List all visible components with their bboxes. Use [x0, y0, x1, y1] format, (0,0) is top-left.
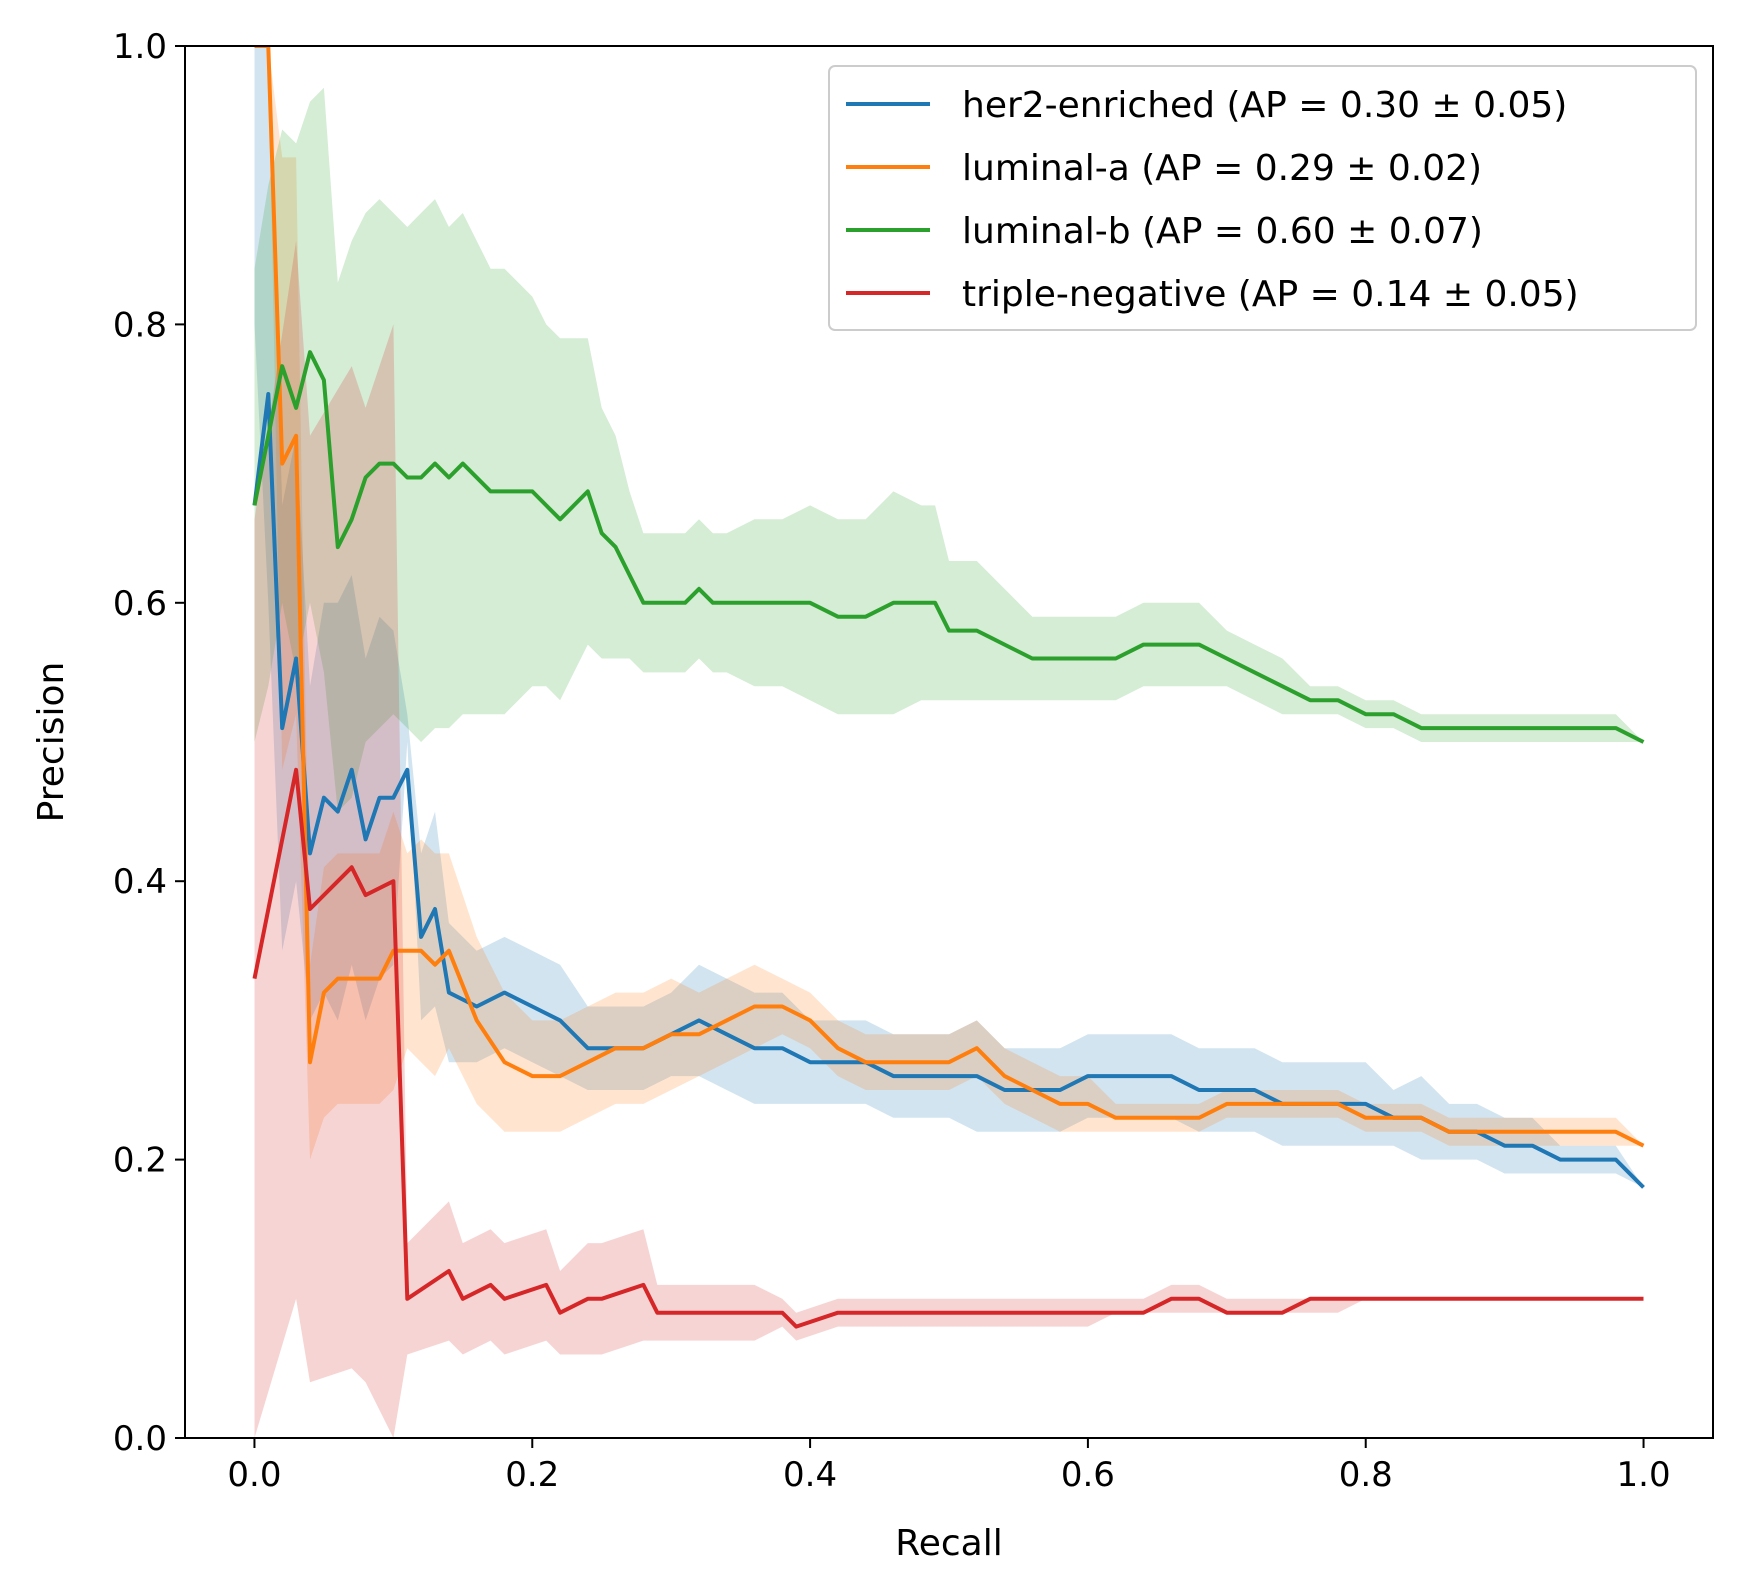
legend-entry: luminal-a (AP = 0.29 ± 0.02)	[962, 148, 1482, 189]
x-tick-label: 0.4	[783, 1455, 837, 1495]
x-tick-label: 0.2	[505, 1455, 559, 1495]
y-tick-label: 0.8	[113, 305, 167, 345]
band-series-1	[254, 46, 1644, 1160]
x-tick-label: 0.6	[1061, 1455, 1115, 1495]
y-axis: 0.0 0.2 0.4 0.6 0.8 1.0	[113, 27, 185, 1459]
legend-box	[828, 65, 1697, 331]
band-series-3	[254, 240, 1644, 1438]
x-tick-label: 0.8	[1339, 1455, 1393, 1495]
y-tick-label: 0.0	[113, 1419, 167, 1459]
legend-entry: triple-negative (AP = 0.14 ± 0.05)	[962, 274, 1579, 315]
legend: her2-enriched (AP = 0.30 ± 0.05) luminal-…	[828, 65, 1697, 331]
x-tick-label: 0.0	[227, 1455, 281, 1495]
line-series-3	[252, 767, 1644, 1329]
series-lines	[252, 46, 1645, 1329]
band-series-2	[254, 87, 1644, 812]
y-tick-label: 0.6	[113, 584, 167, 624]
x-axis-label: Recall	[895, 1523, 1002, 1564]
legend-entry: luminal-b (AP = 0.60 ± 0.07)	[962, 211, 1483, 252]
y-tick-label: 1.0	[113, 27, 167, 67]
line-series-2	[252, 350, 1645, 744]
y-tick-label: 0.4	[113, 862, 167, 902]
plot-frame	[184, 45, 1714, 1439]
x-axis: 0.0 0.2 0.4 0.6 0.8 1.0	[227, 1438, 1671, 1495]
line-series-1	[254, 46, 1645, 1148]
line-series-0	[252, 392, 1645, 1189]
legend-entry: her2-enriched (AP = 0.30 ± 0.05)	[962, 85, 1567, 126]
y-axis-label: Precision	[31, 662, 72, 823]
x-tick-label: 1.0	[1617, 1455, 1671, 1495]
y-tick-label: 0.2	[113, 1141, 167, 1181]
confidence-bands	[254, 46, 1644, 1438]
